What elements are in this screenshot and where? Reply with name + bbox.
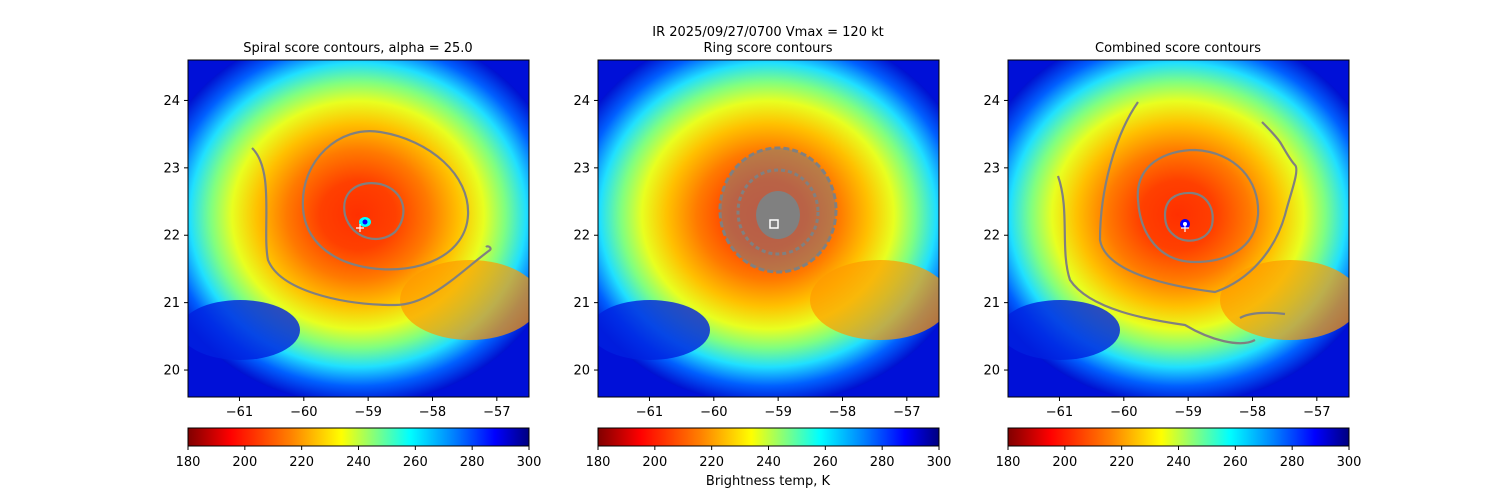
center-square-marker: [769, 219, 779, 229]
y-tick-label: 20: [163, 364, 180, 379]
y-tick-label: 21: [163, 296, 180, 311]
colorbar-tick-label: 200: [642, 455, 667, 470]
colorbar-tick-label: 280: [1280, 455, 1305, 470]
colorbar-tick-label: 280: [460, 455, 485, 470]
colorbar-tick-label: 180: [176, 455, 201, 470]
colorbar-tick-label: 200: [232, 455, 257, 470]
x-tick-label: −60: [290, 405, 317, 420]
panel-title: Spiral score contours, alpha = 25.0: [243, 41, 472, 56]
y-tick-label: 22: [163, 229, 180, 244]
colorbar-tick-label: 300: [1337, 455, 1362, 470]
panel-combined: Combined score contours −61 −60 −59 −58 −57 …: [983, 41, 1362, 470]
ring-contours: [718, 146, 838, 274]
panel-ring: Ring score contours −61 −60 −59 −58 −57 20 21…: [573, 41, 952, 489]
ir-image: [1008, 60, 1349, 397]
x-tick-label: −59: [354, 405, 381, 420]
plot-frame: [187, 59, 530, 398]
colorbar-tick-label: 220: [1109, 455, 1134, 470]
combined-contours: [1056, 101, 1298, 345]
colorbar-tick-label: 300: [517, 455, 542, 470]
colorbar: 180 200 220 240 260 280 300: [996, 427, 1362, 470]
colorbar-tick-label: 280: [870, 455, 895, 470]
y-tick-label: 24: [983, 94, 1000, 109]
panel-spiral: Spiral score contours, alpha = 25.0 −61−…: [163, 41, 542, 470]
center-plus-marker: [356, 224, 364, 232]
x-tick-label: −58: [419, 405, 446, 420]
y-tick-label: 23: [983, 161, 1000, 176]
y-tick-label: 21: [573, 296, 590, 311]
y-tick-label: 24: [573, 94, 590, 109]
colorbar-tick-label: 260: [813, 455, 838, 470]
colorbar: 180 200 220 240 260 280 300: [176, 427, 542, 470]
y-tick-label: 24: [163, 94, 180, 109]
x-axis: −61 −60 −59 −58 −57: [1046, 397, 1331, 420]
colorbar-tick-label: 260: [1223, 455, 1248, 470]
plot-frame: [1007, 59, 1350, 398]
y-tick-label: 20: [573, 364, 590, 379]
x-axis: −61 −60 −59 −58 −57: [636, 397, 921, 420]
colorbar-tick-label: 220: [699, 455, 724, 470]
x-tick-label: −57: [1303, 405, 1330, 420]
x-tick-label: −61: [636, 405, 663, 420]
colorbar-tick-label: 240: [346, 455, 371, 470]
x-axis: −61 −60 −59 −58 −57: [226, 397, 511, 420]
y-tick-label: 23: [573, 161, 590, 176]
y-tick-label: 22: [983, 229, 1000, 244]
x-tick-label: −59: [764, 405, 791, 420]
spiral-contours: [251, 130, 492, 307]
y-tick-label: 23: [163, 161, 180, 176]
x-tick-label: −61: [226, 405, 253, 420]
y-tick-label: 20: [983, 364, 1000, 379]
y-tick-label: 22: [573, 229, 590, 244]
colorbar-tick-label: 220: [289, 455, 314, 470]
colorbar-label: Brightness temp, K: [706, 474, 831, 489]
panel-title: Combined score contours: [1095, 41, 1261, 56]
colorbar-tick-label: 260: [403, 455, 428, 470]
ir-image: [188, 60, 529, 397]
panel-title: Ring score contours: [703, 41, 832, 56]
x-tick-label: −57: [893, 405, 920, 420]
x-tick-label: −61: [1046, 405, 1073, 420]
colorbar-tick-label: 180: [586, 455, 611, 470]
x-tick-label: −58: [829, 405, 856, 420]
y-axis: 20 21 22 23 24: [983, 94, 1008, 379]
colorbar-tick-label: 240: [1166, 455, 1191, 470]
x-tick-label: −57: [483, 405, 510, 420]
plot-frame: [597, 59, 940, 398]
x-tick-label: −60: [700, 405, 727, 420]
colorbar-tick-label: 200: [1052, 455, 1077, 470]
figure-suptitle: IR 2025/09/27/0700 Vmax = 120 kt: [652, 25, 883, 40]
center-dot-marker: [1181, 224, 1189, 232]
x-tick-label: −58: [1239, 405, 1266, 420]
colorbar-tick-label: 240: [756, 455, 781, 470]
x-tick-label: −59: [1174, 405, 1201, 420]
colorbar-tick-label: 300: [927, 455, 952, 470]
y-tick-label: 21: [983, 296, 1000, 311]
y-axis: 20 21 22 23 24: [573, 94, 598, 379]
x-tick-label: −60: [1110, 405, 1137, 420]
colorbar: 180 200 220 240 260 280 300: [586, 427, 952, 470]
colorbar-tick-label: 180: [996, 455, 1021, 470]
y-axis: 20 21 22 23 24: [163, 94, 188, 379]
